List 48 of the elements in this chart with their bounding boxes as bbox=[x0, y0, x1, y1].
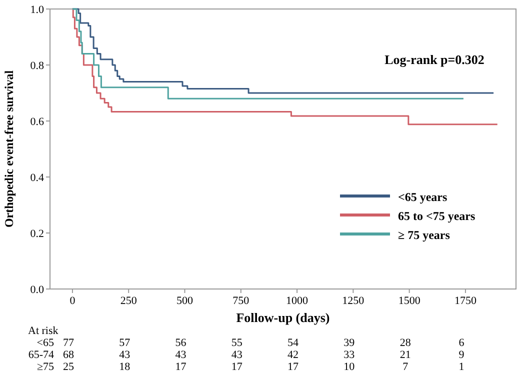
y-axis-title: Orthopedic event-free survival bbox=[2, 70, 16, 228]
text: 9 bbox=[458, 349, 465, 361]
annotation: Log-rank p=0.302 bbox=[384, 52, 484, 67]
text: 77 bbox=[62, 337, 74, 349]
text: 42 bbox=[288, 349, 299, 361]
text: 54 bbox=[288, 337, 300, 349]
x-tick-label: 0 bbox=[70, 295, 76, 307]
text: 56 bbox=[175, 337, 187, 349]
x-axis-title: Follow-up (days) bbox=[236, 310, 330, 325]
legend-label: 65 to <75 years bbox=[398, 209, 476, 223]
text: ≥75 bbox=[36, 361, 54, 373]
x-tick-label: 1500 bbox=[398, 295, 421, 307]
text: 17 bbox=[288, 361, 300, 373]
text: 21 bbox=[400, 349, 411, 361]
text: 7 bbox=[402, 361, 409, 373]
y-tick-label: 0.6 bbox=[30, 116, 44, 128]
text: At risk bbox=[28, 325, 59, 337]
text: 17 bbox=[175, 361, 187, 373]
text: 43 bbox=[231, 349, 243, 361]
text: 10 bbox=[344, 361, 356, 373]
x-tick-label: 1750 bbox=[454, 295, 477, 307]
text: 33 bbox=[344, 349, 356, 361]
y-tick-label: 0.4 bbox=[30, 172, 44, 184]
text: 18 bbox=[119, 361, 131, 373]
text: 39 bbox=[344, 337, 356, 349]
x-tick-label: 250 bbox=[120, 295, 138, 307]
y-tick-label: 0.0 bbox=[30, 284, 44, 296]
text: 6 bbox=[458, 337, 465, 349]
text: 25 bbox=[62, 361, 74, 373]
x-tick-label: 1250 bbox=[342, 295, 365, 307]
text: 65-74 bbox=[28, 349, 54, 361]
y-tick-label: 1.0 bbox=[30, 4, 44, 16]
y-tick-label: 0.2 bbox=[30, 228, 44, 240]
text: 28 bbox=[400, 337, 412, 349]
x-tick-label: 500 bbox=[176, 295, 194, 307]
y-tick-label: 0.8 bbox=[30, 60, 44, 72]
text: 55 bbox=[231, 337, 243, 349]
x-tick-label: 750 bbox=[232, 295, 250, 307]
text: 57 bbox=[119, 337, 131, 349]
text: 1 bbox=[458, 361, 464, 373]
text: 68 bbox=[62, 349, 74, 361]
x-tick-label: 1000 bbox=[286, 295, 309, 307]
text: 43 bbox=[175, 349, 187, 361]
legend-label: <65 years bbox=[398, 190, 448, 204]
text: <65 bbox=[36, 337, 54, 349]
legend-label: ≥ 75 years bbox=[398, 228, 450, 242]
text: 17 bbox=[231, 361, 243, 373]
text: 43 bbox=[119, 349, 131, 361]
